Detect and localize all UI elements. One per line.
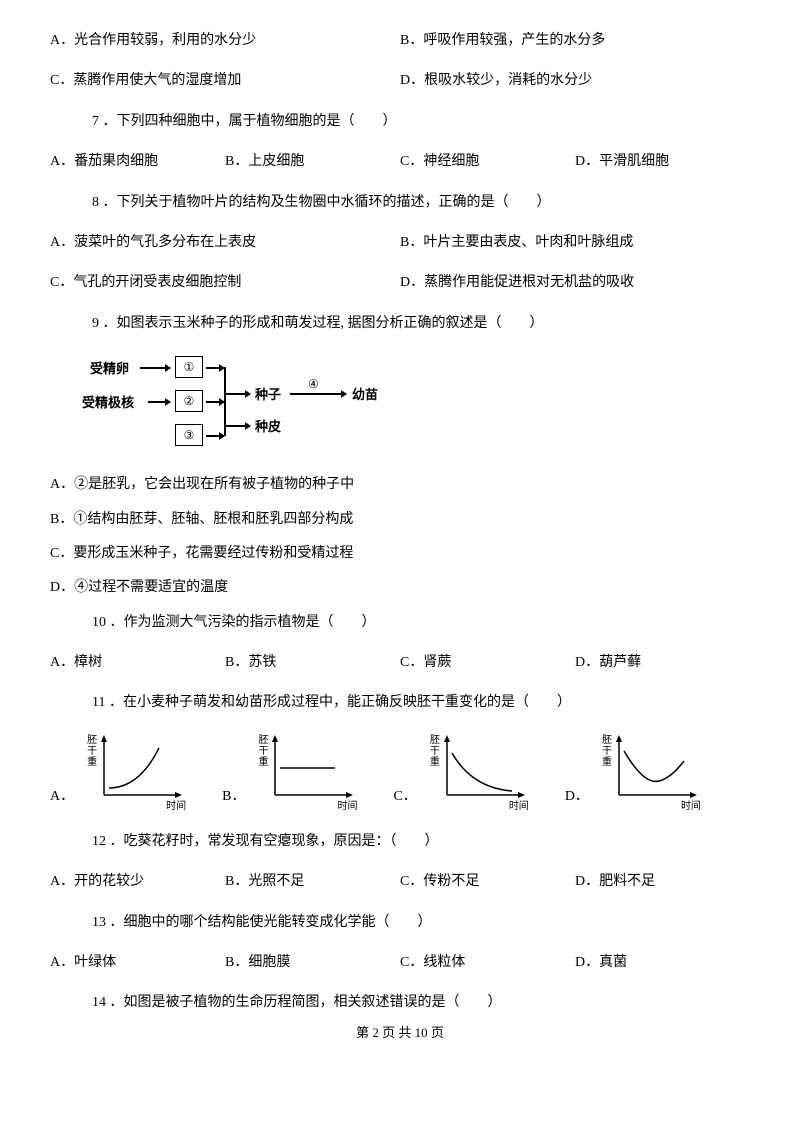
curve-A [109,748,159,788]
q11-label-C: C． [393,786,420,812]
q7-stem: 7 ．下列四种细胞中，属于植物细胞的是（ ） [50,111,750,133]
q9-diagram: 受精卵 受精极核 ① ② ③ 种子 种皮 ④ 幼苗 [90,353,750,458]
q9-box3: ③ [175,424,203,446]
q11-stem: 11 ．在小麦种子萌发和幼苗形成过程中，能正确反映胚干重变化的是（ ） [50,692,750,714]
y-axis-label: 胚干重 [257,735,269,768]
arrow-icon [224,393,250,395]
q12-optB: B．光照不足 [225,871,400,893]
q9-mid-bot: 种皮 [255,417,281,438]
q9-mid-top: 种子 [255,385,281,406]
q13-options: A．叶绿体 B．细胞膜 C．线粒体 D．真菌 [50,952,750,974]
q6-optD: D．根吸水较少，消耗的水分少 [400,70,750,92]
q14-stem: 14 ．如图是被子植物的生命历程简图，相关叙述错误的是（ ） [50,992,750,1014]
q8-optA: A．菠菜叶的气孔多分布在上表皮 [50,232,400,254]
q9-right: 幼苗 [352,385,378,406]
q9-stem: 9 ．如图表示玉米种子的形成和萌发过程, 据图分析正确的叙述是（ ） [50,313,750,335]
q10-optD: D．葫芦藓 [575,652,750,674]
y-axis-label: 胚干重 [429,735,441,768]
q11-label-B: B． [222,786,249,812]
q6-options-row1: A．光合作用较弱，利用的水分少 B．呼吸作用较强，产生的水分多 [50,30,750,52]
y-axis-label: 胚干重 [86,735,98,768]
x-axis-label: 时间 [681,799,701,815]
q11-graph-A: A． 胚干重 时间 [50,733,194,813]
q11-label-D: D． [565,786,593,812]
q11-graph-D: D． 胚干重 时间 [565,733,709,813]
chart-A: 胚干重 时间 [84,733,194,813]
curve-C [452,753,512,791]
chart-C: 胚干重 时间 [427,733,537,813]
q12-optD: D．肥料不足 [575,871,750,893]
q7-optC: C．神经细胞 [400,151,575,173]
line-icon [206,435,224,437]
q9-left2: 受精极核 [82,393,134,414]
page-footer: 第 2 页 共 10 页 [50,1023,750,1044]
q8-optB: B．叶片主要由表皮、叶肉和叶脉组成 [400,232,750,254]
chart-B: 胚干重 时间 [255,733,365,813]
q8-optD: D．蒸腾作用能促进根对无机盐的吸收 [400,272,750,294]
q6-optB: B．呼吸作用较强，产生的水分多 [400,30,750,52]
q6-options-row2: C．蒸腾作用使大气的湿度增加 D．根吸水较少，消耗的水分少 [50,70,750,92]
q9-box2: ② [175,390,203,412]
q10-optA: A．樟树 [50,652,225,674]
q12-options: A．开的花较少 B．光照不足 C．传粉不足 D．肥料不足 [50,871,750,893]
y-axis-label: 胚干重 [601,735,613,768]
q10-optC: C．肾蕨 [400,652,575,674]
q13-optC: C．线粒体 [400,952,575,974]
q12-stem: 12 ．吃葵花籽时，常发现有空瘪现象，原因是：（ ） [50,831,750,853]
q12-optA: A．开的花较少 [50,871,225,893]
q8-options-row1: A．菠菜叶的气孔多分布在上表皮 B．叶片主要由表皮、叶肉和叶脉组成 [50,232,750,254]
q9-optB: B．①结构由胚芽、胚轴、胚根和胚乳四部分构成 [50,509,750,531]
q13-optA: A．叶绿体 [50,952,225,974]
chart-D: 胚干重 时间 [599,733,709,813]
q11-graphs: A． 胚干重 时间 B． 胚干重 时间 [50,733,750,813]
q7-options: A．番茄果肉细胞 B．上皮细胞 C．神经细胞 D．平滑肌细胞 [50,151,750,173]
q9-optC: C．要形成玉米种子，花需要经过传粉和受精过程 [50,543,750,565]
q6-optC: C．蒸腾作用使大气的湿度增加 [50,70,400,92]
arrow-icon [140,367,170,369]
q10-options: A．樟树 B．苏铁 C．肾蕨 D．葫芦藓 [50,652,750,674]
arrow-icon [224,425,250,427]
q10-optB: B．苏铁 [225,652,400,674]
q9-box1: ① [175,356,203,378]
arrow-icon [148,401,170,403]
q6-optA: A．光合作用较弱，利用的水分少 [50,30,400,52]
q13-optD: D．真菌 [575,952,750,974]
q7-optA: A．番茄果肉细胞 [50,151,225,173]
q9-circle4: ④ [308,375,319,394]
line-icon [206,367,224,369]
q8-stem: 8 ．下列关于植物叶片的结构及生物圈中水循环的描述，正确的是（ ） [50,192,750,214]
q12-optC: C．传粉不足 [400,871,575,893]
q7-optB: B．上皮细胞 [225,151,400,173]
q9-left1: 受精卵 [90,359,129,380]
q11-label-A: A． [50,786,78,812]
q11-graph-B: B． 胚干重 时间 [222,733,365,813]
q8-options-row2: C．气孔的开闭受表皮细胞控制 D．蒸腾作用能促进根对无机盐的吸收 [50,272,750,294]
q7-optD: D．平滑肌细胞 [575,151,750,173]
q13-stem: 13 ．细胞中的哪个结构能使光能转变成化学能（ ） [50,912,750,934]
q13-optB: B．细胞膜 [225,952,400,974]
x-axis-label: 时间 [166,799,186,815]
x-axis-label: 时间 [337,799,357,815]
line-icon [206,401,224,403]
x-axis-label: 时间 [509,799,529,815]
q10-stem: 10 ．作为监测大气污染的指示植物是（ ） [50,612,750,634]
q8-optC: C．气孔的开闭受表皮细胞控制 [50,272,400,294]
q11-graph-C: C． 胚干重 时间 [393,733,536,813]
q9-optD: D．④过程不需要适宜的温度 [50,577,750,599]
q9-optA: A．②是胚乳，它会出现在所有被子植物的种子中 [50,474,750,496]
curve-D [624,751,684,781]
